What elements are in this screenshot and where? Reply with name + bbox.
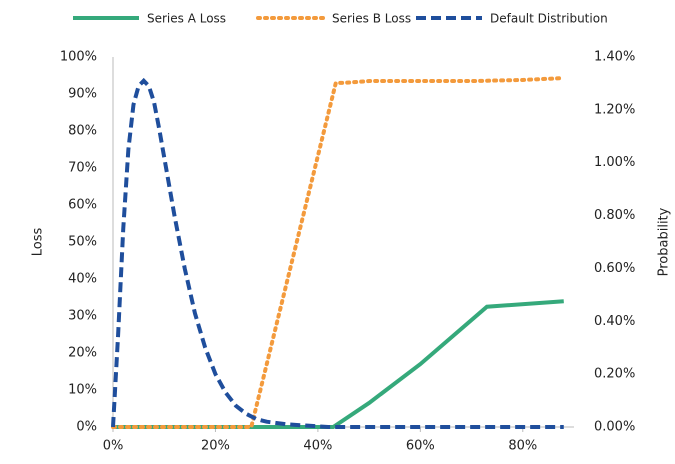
y-tick-label: 60%	[68, 198, 97, 213]
y-tick-label: 30%	[68, 309, 97, 324]
x-tick-label: 0%	[103, 439, 124, 454]
y2-tick-label: 0.20%	[594, 367, 635, 382]
y-tick-label: 70%	[68, 161, 97, 176]
y-tick-label: 20%	[68, 346, 97, 361]
legend-label: Series A Loss	[147, 12, 226, 26]
x-tick-label: 20%	[201, 439, 230, 454]
y-tick-label: 80%	[68, 124, 97, 139]
x-tick-label: 60%	[406, 439, 435, 454]
x-tick-label: 40%	[303, 439, 332, 454]
y2-tick-label: 0.60%	[594, 261, 635, 276]
y2-tick-label: 0.40%	[594, 314, 635, 329]
y-tick-label: 40%	[68, 272, 97, 287]
y2-axis-title: Probability	[657, 207, 672, 276]
y-tick-label: 10%	[68, 383, 97, 398]
y2-tick-label: 0.80%	[594, 208, 635, 223]
series-line	[111, 77, 564, 429]
y-tick-label: 90%	[68, 87, 97, 102]
y2-tick-label: 1.00%	[594, 155, 635, 170]
y2-tick-label: 1.40%	[594, 50, 635, 65]
y-tick-label: 0%	[76, 420, 97, 435]
series-line	[113, 299, 564, 429]
y2-tick-label: 1.20%	[594, 102, 635, 117]
legend-label: Series B Loss	[332, 12, 411, 26]
legend-label: Default Distribution	[490, 12, 608, 26]
x-tick-label: 80%	[508, 439, 537, 454]
y-tick-label: 50%	[68, 235, 97, 250]
series-line	[111, 76, 566, 429]
y-tick-label: 100%	[60, 50, 97, 65]
y2-tick-label: 0.00%	[594, 420, 635, 435]
y-axis-title: Loss	[31, 228, 46, 257]
